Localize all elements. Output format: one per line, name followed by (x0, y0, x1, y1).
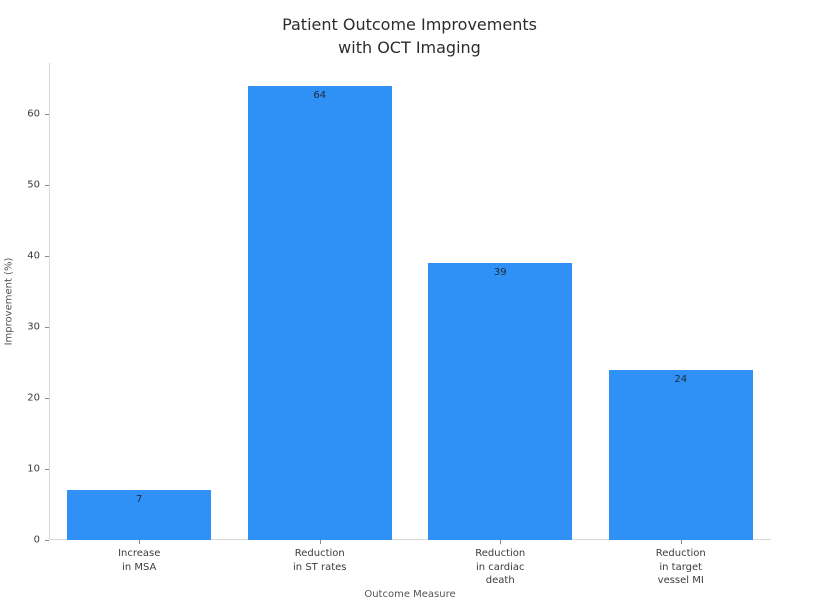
y-tick-label: 20 (27, 392, 40, 404)
y-tick-label: 10 (27, 463, 40, 475)
bar (428, 263, 573, 540)
y-tick-mark (45, 327, 49, 329)
y-tick-mark (45, 256, 49, 258)
x-category-label: Increase in MSA (118, 548, 161, 573)
y-tick-mark (45, 114, 49, 116)
y-tick-label: 40 (27, 250, 40, 262)
y-tick-label: 30 (27, 321, 40, 333)
y-tick-label: 0 (33, 534, 40, 546)
bar-value-label: 39 (493, 267, 507, 279)
y-tick-label: 60 (27, 108, 40, 120)
y-tick-label: 50 (27, 179, 40, 191)
x-tick-mark (680, 540, 682, 544)
y-tick-mark (45, 469, 49, 471)
bar (67, 490, 212, 540)
bar-value-label: 64 (313, 89, 327, 101)
y-tick-mark (45, 398, 49, 400)
x-tick-mark (139, 540, 141, 544)
bar-value-label: 7 (136, 494, 143, 506)
x-tick-mark (500, 540, 502, 544)
chart-title: Patient Outcome Improvements with OCT Im… (282, 15, 537, 58)
x-tick-mark (319, 540, 321, 544)
x-category-label: Reduction in target vessel MI (655, 548, 706, 586)
bar (247, 85, 392, 540)
bar (608, 369, 753, 540)
y-tick-mark (45, 540, 49, 541)
bar-value-label: 24 (674, 373, 688, 385)
x-category-label: Reduction in cardiac death (475, 548, 526, 586)
x-axis-title: Outcome Measure (364, 589, 456, 600)
x-category-label: Reduction in ST rates (293, 548, 347, 573)
y-tick-mark (45, 185, 49, 187)
